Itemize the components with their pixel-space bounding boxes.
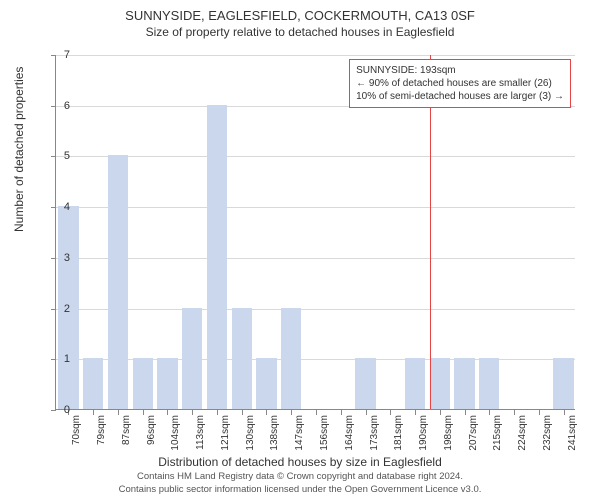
ytick-label: 2	[30, 303, 70, 315]
xtick-label: 79sqm	[96, 415, 107, 445]
xtick-mark	[316, 410, 317, 415]
chart-subtitle: Size of property relative to detached ho…	[0, 25, 600, 39]
xtick-label: 104sqm	[170, 415, 181, 451]
xtick-mark	[118, 410, 119, 415]
annotation-line: ← 90% of detached houses are smaller (26…	[356, 77, 564, 90]
chart-titles: SUNNYSIDE, EAGLESFIELD, COCKERMOUTH, CA1…	[0, 0, 600, 39]
histogram-bar	[454, 358, 474, 409]
histogram-bar	[479, 358, 499, 409]
footer-attribution: Contains HM Land Registry data © Crown c…	[0, 471, 600, 496]
gridline	[56, 156, 575, 157]
xtick-label: 113sqm	[195, 415, 206, 450]
xtick-label: 224sqm	[517, 415, 528, 451]
gridline	[56, 55, 575, 56]
histogram-bar	[405, 358, 425, 409]
xtick-label: 241sqm	[567, 415, 578, 451]
xtick-mark	[514, 410, 515, 415]
gridline	[56, 258, 575, 259]
xtick-mark	[167, 410, 168, 415]
xtick-mark	[415, 410, 416, 415]
ytick-label: 3	[30, 252, 70, 264]
xtick-mark	[366, 410, 367, 415]
histogram-bar	[355, 358, 375, 409]
histogram-bar	[182, 308, 202, 409]
histogram-bar	[553, 358, 573, 409]
xtick-mark	[291, 410, 292, 415]
property-marker-line	[430, 55, 431, 409]
y-axis-label: Number of detached properties	[12, 67, 26, 232]
xtick-mark	[489, 410, 490, 415]
xtick-label: 207sqm	[468, 415, 479, 451]
xtick-mark	[217, 410, 218, 415]
xtick-mark	[93, 410, 94, 415]
xtick-label: 96sqm	[146, 415, 157, 445]
xtick-label: 164sqm	[344, 415, 355, 451]
chart-title-address: SUNNYSIDE, EAGLESFIELD, COCKERMOUTH, CA1…	[0, 8, 600, 23]
xtick-label: 190sqm	[418, 415, 429, 451]
xtick-mark	[390, 410, 391, 415]
histogram-bar	[133, 358, 153, 409]
gridline	[56, 207, 575, 208]
histogram-bar	[157, 358, 177, 409]
xtick-label: 215sqm	[492, 415, 503, 451]
histogram-bar	[83, 358, 103, 409]
chart-plot-area: 70sqm79sqm87sqm96sqm104sqm113sqm121sqm13…	[55, 55, 575, 410]
xtick-label: 138sqm	[269, 415, 280, 451]
histogram-bar	[430, 358, 450, 409]
ytick-label: 0	[30, 404, 70, 416]
ytick-label: 1	[30, 353, 70, 365]
gridline	[56, 309, 575, 310]
xtick-label: 147sqm	[294, 415, 305, 451]
x-axis-label: Distribution of detached houses by size …	[0, 455, 600, 469]
xtick-mark	[266, 410, 267, 415]
ytick-label: 4	[30, 201, 70, 213]
xtick-label: 130sqm	[245, 415, 256, 451]
xtick-label: 198sqm	[443, 415, 454, 451]
xtick-mark	[539, 410, 540, 415]
xtick-label: 173sqm	[369, 415, 380, 451]
xtick-mark	[465, 410, 466, 415]
xtick-label: 121sqm	[220, 415, 231, 451]
ytick-label: 6	[30, 100, 70, 112]
footer-line1: Contains HM Land Registry data © Crown c…	[0, 471, 600, 483]
annotation-line: SUNNYSIDE: 193sqm	[356, 64, 564, 77]
histogram-bar	[256, 358, 276, 409]
xtick-mark	[143, 410, 144, 415]
xtick-mark	[341, 410, 342, 415]
xtick-mark	[192, 410, 193, 415]
annotation-line: 10% of semi-detached houses are larger (…	[356, 90, 564, 103]
xtick-mark	[242, 410, 243, 415]
histogram-bar	[232, 308, 252, 409]
ytick-label: 5	[30, 150, 70, 162]
histogram-bar	[281, 308, 301, 409]
ytick-label: 7	[30, 49, 70, 61]
xtick-mark	[440, 410, 441, 415]
xtick-mark	[564, 410, 565, 415]
xtick-label: 70sqm	[71, 415, 82, 445]
xtick-label: 232sqm	[542, 415, 553, 451]
footer-line2: Contains public sector information licen…	[0, 484, 600, 496]
histogram-bar	[108, 155, 128, 409]
xtick-label: 87sqm	[121, 415, 132, 445]
annotation-box: SUNNYSIDE: 193sqm← 90% of detached house…	[349, 59, 571, 108]
histogram-bar	[207, 105, 227, 409]
xtick-label: 181sqm	[393, 415, 404, 451]
xtick-label: 156sqm	[319, 415, 330, 451]
